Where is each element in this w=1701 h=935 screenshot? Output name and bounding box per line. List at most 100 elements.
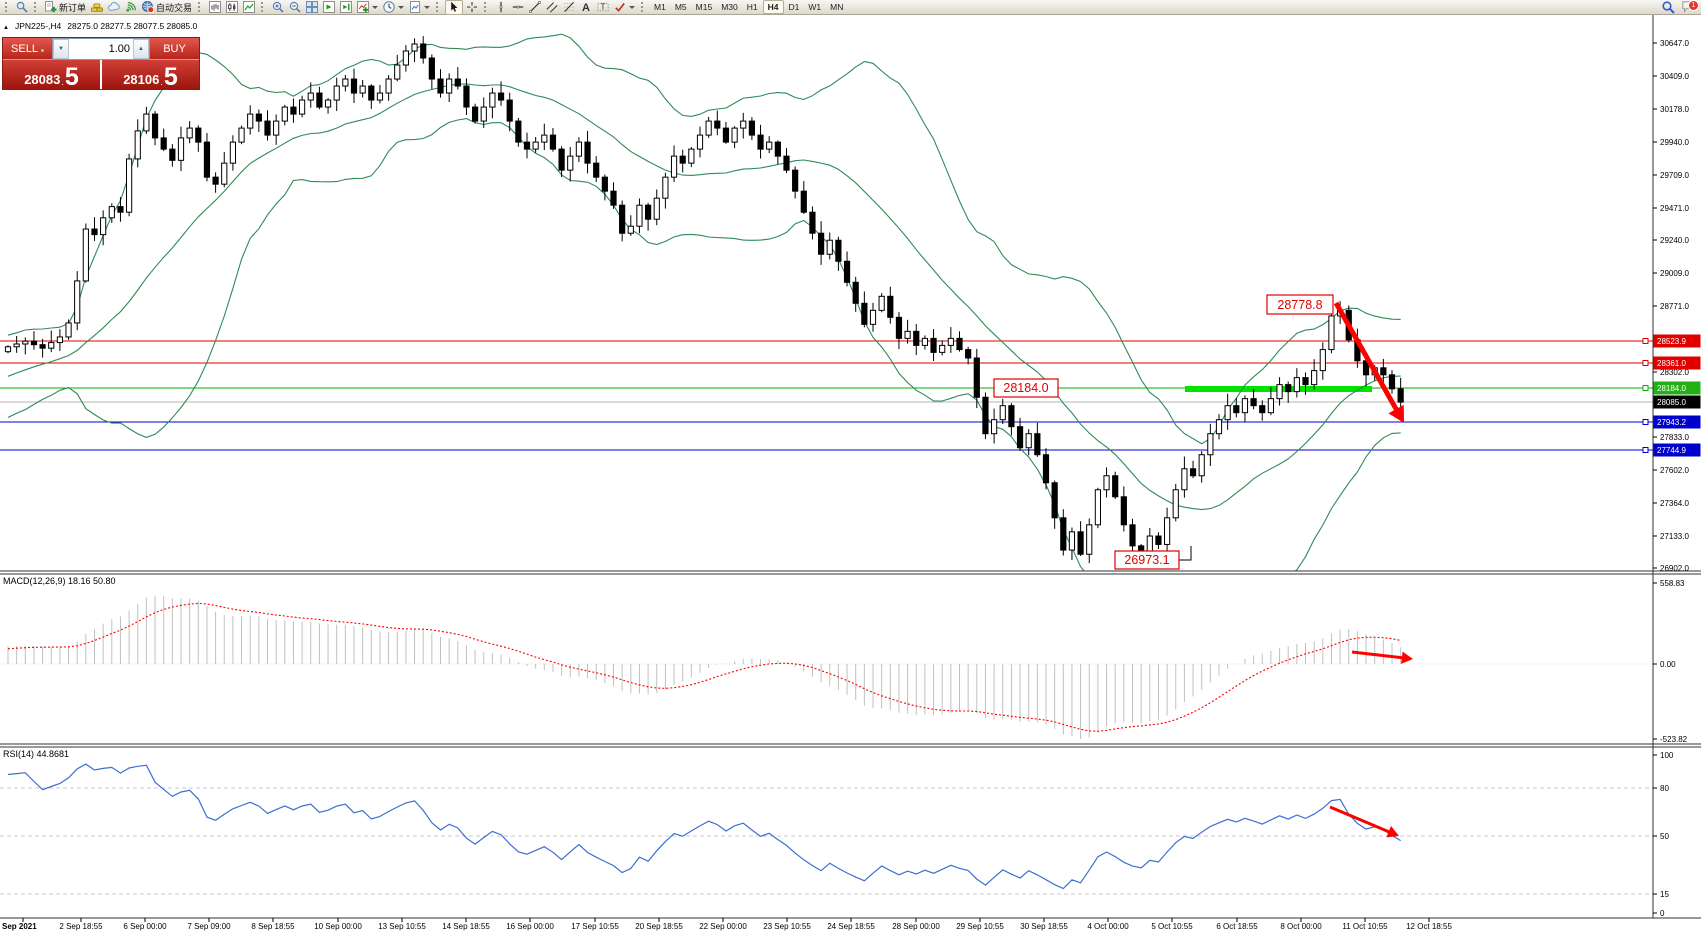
cursor-icon[interactable] xyxy=(445,0,464,15)
price-tick-label: 29240.0 xyxy=(1660,236,1689,245)
timeframe-d1[interactable]: D1 xyxy=(788,2,800,12)
trend-arrow[interactable] xyxy=(1329,805,1399,838)
toolbar-grip xyxy=(641,2,646,12)
time-tick-label: 11 Oct 10:55 xyxy=(1342,922,1388,931)
collapse-arrow-icon[interactable]: ▲ xyxy=(3,25,9,31)
trend-arrow[interactable] xyxy=(1351,650,1413,664)
sell-price-main: 28083 xyxy=(24,72,61,87)
notification-badge: 1 xyxy=(1688,0,1699,11)
svg-text:A: A xyxy=(582,2,590,13)
symbol-period-label: JPN225-,H4 xyxy=(14,21,62,31)
bar-chart-icon[interactable] xyxy=(207,1,223,14)
macd-indicator-label: MACD(12,26,9) 18.16 50.80 xyxy=(3,576,116,586)
cloud-icon[interactable] xyxy=(106,1,122,14)
bollinger-lower-band xyxy=(7,118,1401,571)
price-tick-label: 30178.0 xyxy=(1660,105,1689,114)
time-tick-label: 6 Oct 18:55 xyxy=(1216,922,1258,931)
indicators-icon[interactable] xyxy=(355,1,380,14)
macd-signal-line xyxy=(7,602,1401,732)
text-icon[interactable]: A xyxy=(578,1,594,14)
line-handle[interactable] xyxy=(1642,385,1649,391)
price-annotation-label[interactable]: 28184.0 xyxy=(993,378,1059,398)
zoom-out-icon[interactable] xyxy=(287,1,303,14)
rsi-indicator-label: RSI(14) 44.8681 xyxy=(3,749,70,759)
bollinger-upper-band xyxy=(7,33,1401,445)
signal-icon[interactable] xyxy=(123,1,139,14)
time-tick-label: 20 Sep 18:55 xyxy=(635,922,683,931)
chart-shift-icon[interactable] xyxy=(338,1,354,14)
price-tick-label: 27602.0 xyxy=(1660,466,1689,475)
periods-icon[interactable] xyxy=(381,1,406,14)
line-handle[interactable] xyxy=(1642,360,1649,366)
auto-scroll-icon[interactable] xyxy=(321,1,337,14)
price-badge-label: 28361.0 xyxy=(1657,359,1686,368)
one-click-trading-widget: SELL ▼ ▲ BUY 28083 . 5 28106 . 5 xyxy=(2,37,200,90)
tile-windows-icon[interactable] xyxy=(304,1,320,14)
buy-price[interactable]: 28106 . 5 xyxy=(100,60,199,90)
candles xyxy=(4,36,1404,566)
arrows-icon[interactable] xyxy=(612,1,637,14)
magnifier-icon[interactable] xyxy=(14,1,30,14)
volume-increase-button[interactable]: ▲ xyxy=(133,39,149,59)
price-tick-label: 28771.0 xyxy=(1660,302,1689,311)
timeframe-w1[interactable]: W1 xyxy=(808,2,822,12)
candlestick-chart-icon[interactable] xyxy=(224,1,240,14)
macd-histogram xyxy=(7,595,1402,739)
time-tick-label: 28 Sep 00:00 xyxy=(892,922,940,931)
time-axis[interactable]: Sep 2021 2 Sep 18:55 6 Sep 00:00 7 Sep 09:0… xyxy=(2,918,1452,931)
fibonacci-icon[interactable] xyxy=(561,1,577,14)
vertical-line-icon[interactable] xyxy=(493,1,509,14)
sell-dot-icon xyxy=(40,49,44,52)
timeframe-m15[interactable]: M15 xyxy=(695,2,713,12)
timeframe-m1[interactable]: M1 xyxy=(654,2,666,12)
price-tick-label: 27133.0 xyxy=(1660,532,1689,541)
time-tick-label: 24 Sep 18:55 xyxy=(827,922,875,931)
buy-price-dot: . xyxy=(160,77,163,87)
price-axis[interactable]: 30647.0 30409.0 30178.0 29940.0 29709.0 29471… xyxy=(1653,39,1701,918)
price-annotation-label[interactable]: 26973.1 xyxy=(1114,546,1192,570)
timeframe-m5[interactable]: M5 xyxy=(674,2,687,12)
chevron-down-icon[interactable] xyxy=(629,5,636,9)
crosshair-icon[interactable] xyxy=(464,1,480,14)
gold-icon[interactable] xyxy=(89,1,105,14)
trendline-icon[interactable] xyxy=(527,1,543,14)
timeframe-mn[interactable]: MN xyxy=(830,2,844,12)
sell-button-label: SELL xyxy=(11,42,38,55)
timeframe-m30[interactable]: M30 xyxy=(721,2,738,12)
rsi-line xyxy=(7,763,1402,890)
line-handle[interactable] xyxy=(1642,447,1649,453)
equidistant-channel-icon[interactable] xyxy=(544,1,560,14)
line-handle[interactable] xyxy=(1642,419,1649,425)
toolbar-grip xyxy=(484,2,489,12)
volume-input[interactable] xyxy=(69,39,133,59)
label-icon[interactable]: T xyxy=(595,1,611,14)
horizontal-line-icon[interactable] xyxy=(510,1,526,14)
chevron-down-icon[interactable] xyxy=(424,5,431,9)
chevron-down-icon[interactable] xyxy=(398,5,405,9)
timeframe-h4[interactable]: H4 xyxy=(762,0,784,14)
time-tick-label: 13 Sep 10:55 xyxy=(378,922,426,931)
chat-icon[interactable]: 1 xyxy=(1682,0,1699,19)
trend-arrow[interactable] xyxy=(1333,301,1404,423)
buy-button[interactable]: BUY xyxy=(150,38,199,60)
line-handle[interactable] xyxy=(1642,338,1649,344)
time-tick-label: 8 Oct 00:00 xyxy=(1280,922,1322,931)
templates-icon[interactable] xyxy=(407,1,432,14)
chevron-down-icon[interactable] xyxy=(372,5,379,9)
search-icon[interactable] xyxy=(1662,1,1675,19)
toolbar-grip xyxy=(34,2,39,12)
buy-price-main: 28106 xyxy=(123,72,160,87)
price-annotation-label[interactable]: 28778.8 xyxy=(1266,294,1334,315)
chart-plot-area[interactable] xyxy=(0,16,1653,571)
auto-trading-icon[interactable]: 自动交易 xyxy=(140,1,194,14)
macd-panel xyxy=(0,595,1653,739)
new-order-icon[interactable]: 新订单 xyxy=(43,1,88,14)
sell-button[interactable]: SELL xyxy=(3,38,52,60)
timeframe-h1[interactable]: H1 xyxy=(746,2,758,12)
line-chart-icon[interactable] xyxy=(241,1,257,14)
toolbar-grip xyxy=(5,2,10,12)
volume-decrease-button[interactable]: ▼ xyxy=(53,39,69,59)
sell-price[interactable]: 28083 . 5 xyxy=(3,60,100,90)
zoom-in-icon[interactable] xyxy=(270,1,286,14)
svg-text:T: T xyxy=(601,3,606,12)
